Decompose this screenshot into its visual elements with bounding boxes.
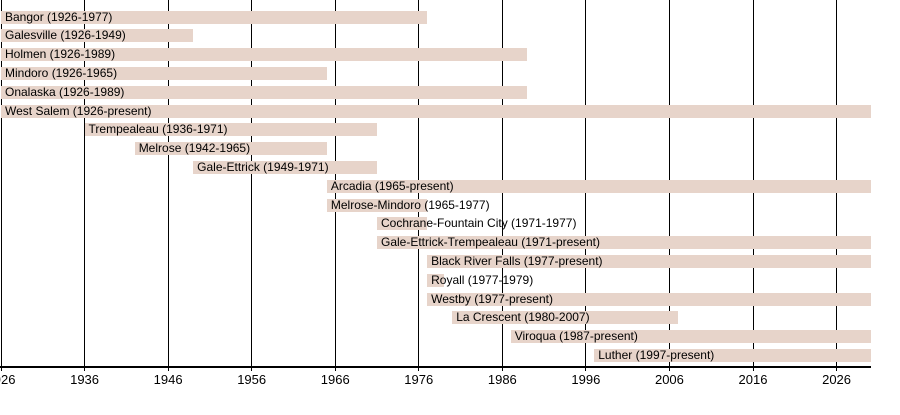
timeline-bar-label: Luther (1997-present) (598, 347, 715, 362)
x-tick-label: 1976 (404, 372, 434, 387)
timeline-bar-label: Onalaska (1926-1989) (5, 84, 125, 99)
x-tick-label: 1926 (0, 372, 16, 387)
timeline-bar (326, 198, 428, 212)
timeline-bar-label: Trempealeau (1936-1971) (88, 122, 228, 137)
timeline-bar-label: Holmen (1926-1989) (5, 47, 116, 62)
timeline-bar (134, 142, 327, 156)
timeline-bar (1, 29, 194, 43)
timeline-bar (1, 85, 528, 99)
timeline-bar-label: Westby (1977-present) (431, 291, 553, 306)
x-axis-line (0, 366, 871, 368)
timeline-bar-label: West Salem (1926-present) (5, 103, 152, 118)
x-tick-label: 1996 (571, 372, 601, 387)
timeline-bar (452, 311, 678, 325)
timeline-bar (1, 104, 871, 118)
timeline-bar-label: Bangor (1926-1977) (5, 9, 113, 24)
timeline-bar-label: Gale-Ettrick (1949-1971) (197, 159, 329, 174)
timeline-bar (1, 66, 327, 80)
timeline-bar (427, 254, 871, 268)
gridline-1926 (0, 0, 2, 371)
x-tick-label: 2006 (654, 372, 684, 387)
timeline-bar (427, 273, 444, 287)
timeline-bar (1, 10, 428, 24)
timeline-bar-label: Melrose-Mindoro (1965-1977) (330, 197, 490, 212)
timeline-bar (1, 48, 528, 62)
timeline-bar-label: Melrose (1942-1965) (138, 141, 251, 156)
timeline-bar-label: Cochrane-Fountain City (1971-1977) (381, 216, 577, 231)
gridline-1936 (84, 0, 86, 371)
timeline-bar (594, 348, 871, 362)
timeline-bar-label: Mindoro (1926-1965) (5, 65, 118, 80)
timeline-bar-label: La Crescent (1980-2007) (456, 310, 590, 325)
timeline-bar-label: Viroqua (1987-present) (514, 329, 638, 344)
timeline-bar (84, 123, 377, 137)
x-tick-label: 1946 (153, 372, 183, 387)
timeline-bar (377, 236, 871, 250)
timeline-bar (510, 330, 871, 344)
timeline-bar (326, 179, 871, 193)
timeline-bar-label: Galesville (1926-1949) (5, 28, 126, 43)
timeline-bar-label: Royall (1977-1979) (431, 272, 534, 287)
timeline-bar-label: Arcadia (1965-present) (330, 178, 454, 193)
timeline-bar (377, 217, 428, 231)
x-tick-label: 1956 (237, 372, 267, 387)
timeline-bar-label: Gale-Ettrick-Trempealeau (1971-present) (381, 235, 600, 250)
x-tick-label: 2026 (822, 372, 852, 387)
timeline-bar-label: Black River Falls (1977-present) (431, 253, 603, 268)
timeline-bar (193, 160, 377, 174)
x-tick-label: 2016 (738, 372, 768, 387)
gridline-1946 (167, 0, 169, 371)
gridline-1956 (251, 0, 253, 371)
timeline-bar (427, 292, 871, 306)
x-tick-label: 1966 (320, 372, 350, 387)
x-tick-label: 1986 (487, 372, 517, 387)
x-tick-label: 1936 (70, 372, 100, 387)
